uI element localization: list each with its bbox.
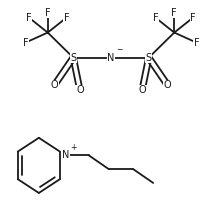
Text: F: F [64, 13, 69, 22]
Text: O: O [164, 80, 171, 90]
Text: N: N [107, 53, 115, 63]
Text: S: S [70, 53, 76, 63]
Text: F: F [190, 13, 196, 22]
Text: O: O [76, 85, 84, 95]
Text: S: S [146, 53, 152, 63]
Text: F: F [45, 8, 51, 17]
Text: F: F [194, 37, 199, 48]
Text: −: − [116, 45, 122, 54]
Text: O: O [138, 85, 146, 95]
Text: +: + [70, 143, 77, 152]
Text: F: F [153, 13, 158, 22]
Text: F: F [171, 8, 177, 17]
Text: F: F [26, 13, 32, 22]
Text: O: O [51, 80, 58, 90]
Text: N: N [62, 150, 69, 160]
Text: F: F [23, 37, 28, 48]
